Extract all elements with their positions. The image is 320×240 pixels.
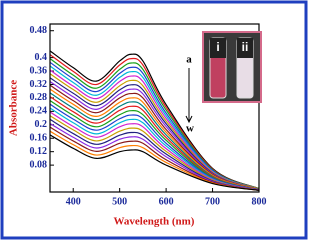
- vial-cap: [210, 38, 226, 58]
- spectrum-line: [49, 88, 260, 190]
- y-tick-label: 0.4: [35, 52, 48, 63]
- y-tick-label: 0.28: [30, 92, 48, 103]
- spectrum-line: [49, 77, 260, 190]
- spectrum-line: [49, 111, 260, 191]
- spectrum-line: [49, 122, 260, 191]
- inset-label: i: [216, 40, 219, 54]
- y-tick-label: 0.24: [30, 106, 48, 117]
- spectrum-line: [49, 103, 260, 191]
- x-tick-label: 600: [159, 196, 174, 207]
- plot-border: [49, 23, 260, 193]
- spectrum-line: [49, 115, 260, 191]
- inset-label: ii: [242, 40, 249, 54]
- y-tick-label: 0.08: [30, 159, 48, 170]
- inset: i ii: [202, 31, 262, 103]
- x-tick-label: 500: [112, 196, 127, 207]
- spectrum-line: [49, 58, 260, 190]
- vial-cap: [237, 38, 253, 58]
- annotation: w: [186, 123, 194, 135]
- arrow-head: [185, 115, 193, 124]
- x-tick-label: 400: [66, 196, 81, 207]
- spectrum-line: [49, 80, 260, 190]
- plot-area: 0.08 0.12 0.16 0.2 0.24 0.28 0.32 0.36 0.4 0.48 40…: [30, 23, 267, 207]
- y-tick-label: 0.12: [30, 146, 48, 157]
- spectrum-line: [49, 126, 260, 191]
- y-tick-label: 0.32: [30, 79, 48, 90]
- y-tick-label: 0.16: [30, 133, 48, 144]
- spectrum-line: [49, 130, 260, 191]
- spectrum-line: [49, 100, 260, 191]
- spectrum-line: [49, 134, 260, 191]
- spectrum-line: [49, 92, 260, 191]
- x-tick-label: 800: [252, 196, 267, 207]
- y-tick-label: 0.2: [35, 119, 48, 130]
- spectrum-line: [49, 61, 260, 190]
- annotation: a: [186, 54, 192, 66]
- spectrum-line: [49, 54, 260, 190]
- spectrum-line: [49, 73, 260, 190]
- x-axis-label: Wavelength (nm): [114, 216, 195, 228]
- spectrum-line: [49, 65, 260, 190]
- y-axis-label: Absorbance: [8, 80, 20, 136]
- spectrum-line: [49, 118, 260, 191]
- x-tick-label: 700: [205, 196, 220, 207]
- y-tick-label: 0.48: [30, 25, 48, 36]
- spectrum-line: [49, 96, 260, 191]
- spectrum-line: [49, 69, 260, 190]
- spectrum-line: [49, 107, 260, 191]
- y-tick-label: 0.36: [30, 65, 48, 76]
- chart: Wavelength (nm) Absorbance 0.080.120.160…: [0, 0, 308, 240]
- spectrum-line: [49, 84, 260, 190]
